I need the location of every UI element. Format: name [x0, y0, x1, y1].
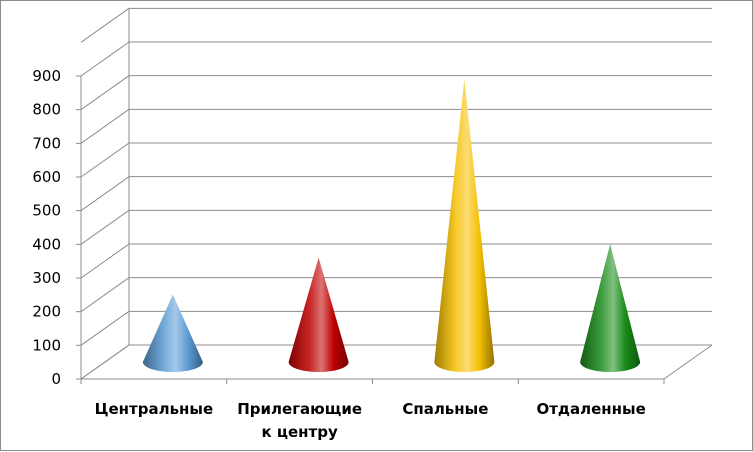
gridline-depth [80, 277, 130, 313]
gridlines [80, 7, 712, 380]
cone-body [580, 244, 641, 373]
y-axis: 0 100 200 300 400 500 600 700 800 900 [32, 67, 82, 388]
gridline-depth [80, 243, 130, 279]
gridline-depth [80, 75, 130, 111]
cone-2 [288, 257, 349, 373]
y-tick-label: 800 [32, 101, 61, 119]
y-tick-label: 200 [32, 303, 61, 321]
category-labels: Центральные Прилегающие к центру Спальные От… [95, 400, 646, 441]
gridline-depth [80, 41, 130, 77]
gridline-depth [80, 176, 130, 212]
y-tick-label: 700 [32, 134, 61, 152]
gridline-depth [80, 7, 130, 43]
y-tick-label: 0 [51, 370, 61, 388]
y-tick-label: 500 [32, 202, 61, 220]
x-tick-label: Прилегающие к центру [237, 400, 362, 441]
gridline-depth [80, 344, 130, 380]
gridline-depth [80, 209, 130, 245]
cone-series [142, 79, 641, 373]
y-tick-label: 100 [32, 336, 61, 354]
cone-3 [434, 79, 495, 373]
gridline-depth [80, 108, 130, 144]
x-axis [80, 378, 665, 384]
x-tick-label: Отдаленные [536, 400, 645, 418]
x-tick-label: Спальные [402, 400, 488, 418]
cone-4 [580, 244, 641, 373]
y-tick-label: 300 [32, 269, 61, 287]
y-tick-label: 400 [32, 235, 61, 253]
y-tick-label: 900 [32, 67, 61, 85]
cone-1 [142, 294, 203, 373]
gridline-depth [80, 142, 130, 178]
y-tick-label: 600 [32, 168, 61, 186]
cone-body [434, 79, 495, 373]
gridline-depth [80, 310, 130, 346]
x-tick-label: Центральные [95, 400, 214, 418]
floor-right-edge [663, 344, 713, 380]
cone-body [288, 257, 349, 373]
cone-body [142, 294, 203, 373]
